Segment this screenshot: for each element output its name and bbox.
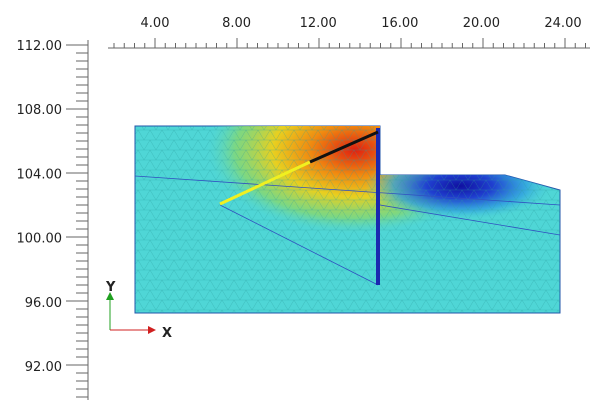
- ruler-label: 16.00: [381, 16, 418, 31]
- ruler-label: 4.00: [141, 16, 170, 31]
- model: [134, 125, 561, 314]
- ruler-label: 24.00: [544, 16, 581, 31]
- ruler-label: 8.00: [222, 16, 251, 31]
- ruler-label: 12.00: [300, 16, 337, 31]
- axis-indicator: Y X: [105, 280, 172, 341]
- ruler-label: 104.00: [17, 167, 63, 182]
- axis-y-label: Y: [105, 280, 116, 295]
- ruler-label: 92.00: [25, 360, 62, 375]
- ruler-label: 108.00: [17, 103, 63, 118]
- ruler-label: 100.00: [17, 232, 63, 247]
- ruler-top: 4.00 8.00 12.00 16.00 20.00 24.00: [108, 16, 590, 49]
- ruler-label: 96.00: [25, 296, 62, 311]
- axis-x-label: X: [162, 326, 172, 341]
- ruler-label: 20.00: [463, 16, 500, 31]
- ruler-left: 112.00 108.00 104.00 100.00 96.00 92.00: [17, 39, 89, 400]
- ruler-label: 112.00: [17, 39, 63, 54]
